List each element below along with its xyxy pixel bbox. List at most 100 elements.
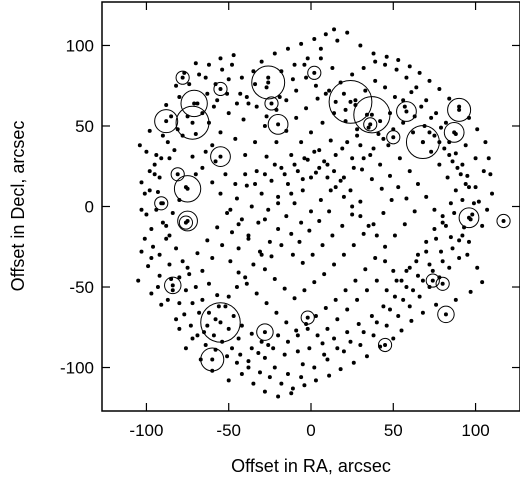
circle-center-point: [170, 283, 175, 288]
scatter-point: [345, 30, 350, 35]
scatter-point: [481, 169, 486, 174]
scatter-point: [246, 236, 251, 241]
scatter-point: [165, 297, 170, 302]
scatter-point: [341, 91, 346, 96]
scatter-point: [251, 262, 256, 267]
scatter-point: [276, 333, 281, 338]
scatter-point: [427, 130, 432, 135]
circle-center-point: [383, 342, 388, 347]
scatter-point: [442, 146, 447, 151]
scatter-point: [200, 268, 205, 273]
scatter-point: [211, 333, 216, 338]
scatter-point: [152, 172, 157, 177]
scatter-point: [483, 140, 488, 145]
scatter-point: [211, 104, 216, 109]
scatter-point: [155, 190, 160, 195]
scatter-point: [206, 310, 211, 315]
scatter-point: [228, 259, 233, 264]
scatter-point: [193, 285, 198, 290]
circle-center-point: [369, 112, 374, 117]
scatter-point: [279, 165, 284, 170]
scatter-point: [300, 188, 305, 193]
scatter-point: [262, 217, 267, 222]
circle-center-point: [443, 312, 448, 317]
scatter-point: [279, 69, 284, 74]
scatter-point: [327, 88, 332, 93]
scatter-point: [159, 156, 164, 161]
circle-series: [154, 65, 511, 372]
scatter-point: [188, 323, 193, 328]
scatter-point: [262, 267, 267, 272]
open-circle-marker: [328, 79, 373, 124]
circle-center-point: [164, 119, 169, 124]
scatter-point: [460, 162, 465, 167]
scatter-point: [146, 264, 151, 269]
scatter-point: [358, 143, 363, 148]
scatter-point: [295, 333, 300, 338]
scatter-point: [262, 172, 267, 177]
scatter-point: [218, 191, 223, 196]
scatter-point: [369, 313, 374, 318]
scatter-point: [327, 209, 332, 214]
scatter-point: [157, 175, 162, 180]
scatter-point: [404, 75, 409, 80]
scatter-point: [322, 352, 327, 357]
scatter-point: [328, 138, 333, 143]
scatter-point: [374, 320, 379, 325]
scatter-point: [210, 180, 215, 185]
scatter-point: [488, 172, 493, 177]
scatter-point: [285, 371, 290, 376]
open-circle-marker: [180, 89, 208, 118]
scatter-point: [236, 336, 241, 341]
scatter-point: [434, 302, 439, 307]
scatter-point: [322, 159, 327, 164]
y-tick-label: -50: [69, 278, 94, 297]
scatter-point: [203, 75, 208, 80]
scatter-point: [169, 114, 174, 119]
scatter-point: [419, 104, 424, 109]
data-layer: [136, 27, 511, 399]
scatter-point: [155, 285, 160, 290]
scatter-point: [170, 288, 175, 293]
scatter-point: [351, 243, 356, 248]
scatter-point: [289, 391, 294, 396]
scatter-point: [387, 173, 392, 178]
circle-center-point: [452, 130, 457, 135]
scatter-point: [440, 214, 445, 219]
scatter-point: [389, 198, 394, 203]
scatter-point: [183, 288, 188, 293]
scatter-point: [450, 159, 455, 164]
scatter-point: [378, 162, 383, 167]
scatter-point: [164, 103, 169, 108]
open-circle-marker: [353, 96, 391, 134]
circle-center-point: [430, 278, 435, 283]
circle-center-point: [266, 80, 271, 85]
scatter-point: [292, 201, 297, 206]
scatter-point: [302, 383, 307, 388]
scatter-point: [226, 294, 231, 299]
scatter-point: [264, 301, 269, 306]
scatter-point: [355, 127, 360, 132]
scatter-point: [230, 346, 235, 351]
scatter-point: [486, 156, 491, 161]
scatter-point: [452, 210, 457, 215]
scatter-point: [234, 101, 239, 106]
scatter-point: [253, 181, 258, 186]
scatter-point: [157, 252, 162, 257]
open-circle-marker: [170, 167, 185, 182]
scatter-point: [466, 185, 471, 190]
circle-center-point: [180, 75, 185, 80]
open-circle-marker: [173, 175, 202, 203]
scatter-point: [190, 336, 195, 341]
scatter-point: [415, 252, 420, 257]
scatter-point: [244, 95, 249, 100]
scatter-point: [366, 125, 371, 130]
open-circle-marker: [210, 146, 231, 167]
scatter-point: [333, 297, 338, 302]
scatter-point: [238, 91, 243, 96]
open-circle-marker: [377, 337, 393, 353]
scatter-point: [396, 313, 401, 318]
scatter-point: [310, 252, 315, 257]
scatter-point: [355, 297, 360, 302]
